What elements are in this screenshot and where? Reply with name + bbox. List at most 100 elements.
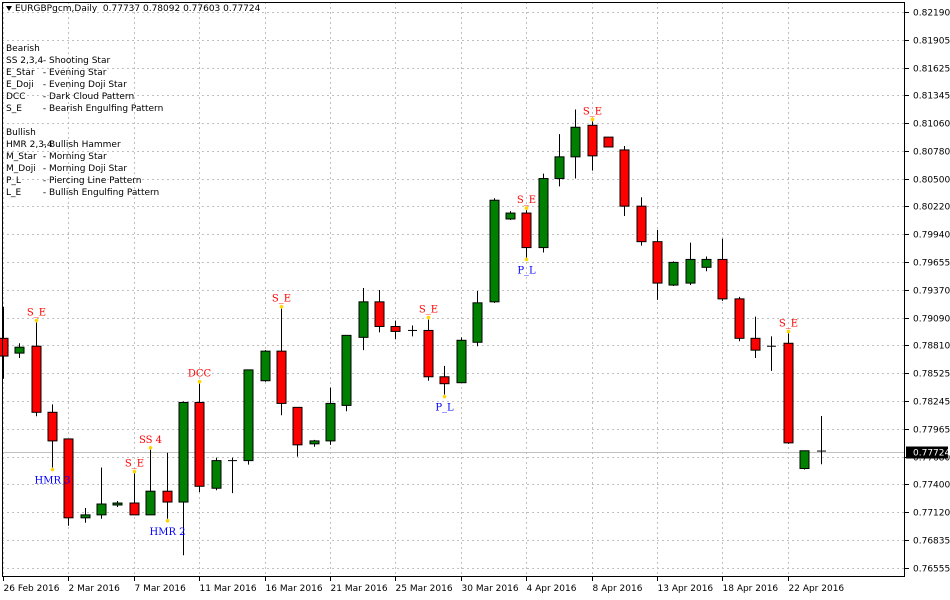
- candle-body-bear: [439, 376, 450, 385]
- legend-item: M_Star - Morning Star: [6, 151, 163, 163]
- candle: [96, 467, 107, 519]
- price-tick-label: 0.81345: [913, 92, 950, 102]
- price-tick-label: 0.76555: [913, 565, 950, 575]
- pattern-marker: [786, 329, 791, 334]
- legend-item: P_L - Piercing Line Pattern: [6, 175, 163, 187]
- candle: [799, 450, 810, 470]
- candle: [538, 173, 549, 253]
- candle: [489, 198, 500, 303]
- price-tick-label: 0.79940: [913, 231, 950, 241]
- pattern-annotation: P_L: [517, 257, 536, 276]
- legend-desc: - Piercing Line Pattern: [42, 176, 142, 186]
- price-tick-label: 0.77400: [913, 481, 950, 491]
- candle: [767, 336, 776, 371]
- candle-body-bull: [145, 490, 156, 516]
- candle: [260, 350, 271, 382]
- candle: [129, 473, 140, 516]
- grid-lines: [2, 2, 905, 577]
- pattern-annotation: S_E: [419, 305, 438, 320]
- candle: [309, 439, 320, 447]
- legend-code: S_E: [6, 104, 22, 114]
- candle-body-bear: [783, 342, 794, 444]
- legend-item: SS 2,3,4 - Shooting Star: [6, 55, 163, 67]
- candle-body-bear: [521, 212, 532, 249]
- pattern-annotation: S_E: [27, 308, 46, 323]
- pattern-annotation: DCC: [188, 369, 212, 384]
- price-tick-label: 0.81905: [913, 37, 950, 47]
- legend-desc: - Evening Doji Star: [42, 80, 127, 90]
- bullish-pattern-label: P_L: [435, 403, 454, 414]
- time-tick-label: 4 Apr 2016: [527, 584, 577, 594]
- candle: [0, 306, 9, 379]
- candle: [472, 290, 483, 347]
- candle: [505, 211, 516, 220]
- candle-body-bull: [685, 258, 696, 284]
- pattern-marker: [442, 394, 447, 399]
- price-tick-label: 0.77965: [913, 426, 950, 436]
- price-tick-label: 0.79090: [913, 315, 950, 325]
- pattern-annotations: S_E HMR 3 S_E SS 4 HMR 2 DCC S_E S_E P_L S_E P_L S_…: [27, 106, 798, 537]
- candle: [292, 406, 303, 457]
- dropdown-arrow-icon[interactable]: [6, 6, 12, 11]
- candle-body-bull: [112, 502, 123, 506]
- candle-body-bull: [538, 178, 549, 249]
- candle-body-bull: [243, 369, 254, 462]
- candle: [619, 145, 630, 217]
- legend-code: P_L: [6, 176, 21, 186]
- candle-body-bear: [0, 337, 9, 357]
- time-tick-label: 22 Apr 2016: [789, 584, 845, 594]
- candle: [358, 288, 369, 351]
- candle: [439, 365, 450, 395]
- legend-code: L_E: [6, 188, 22, 198]
- legend-desc: - Bearish Engulfing Pattern: [42, 104, 164, 114]
- legend-desc: - Bullish Hammer: [42, 140, 121, 150]
- time-tick-label: 11 Mar 2016: [200, 584, 257, 594]
- candle-body-bull: [14, 346, 25, 354]
- candle-body-bear: [276, 350, 287, 404]
- candle-body-bear: [374, 301, 385, 327]
- candle-body-bull: [358, 301, 369, 338]
- legend-code: SS 2,3,4: [6, 56, 44, 66]
- price-tick-label: 0.81060: [913, 120, 950, 130]
- candle-body-bear: [636, 205, 647, 243]
- candle: [685, 242, 696, 286]
- pattern-legend: Bearish SS 2,3,4 - Shooting Star E_Star …: [6, 43, 163, 199]
- pattern-marker: [34, 318, 39, 323]
- bearish-pattern-label: S_E: [125, 458, 144, 469]
- candle-body-bear: [587, 124, 598, 157]
- candle-body-bull: [570, 126, 581, 158]
- time-axis: 26 Feb 2016 2 Mar 2016 7 Mar 2016 11 Mar 20…: [3, 577, 845, 594]
- pattern-annotation: S_E: [272, 294, 291, 309]
- bullish-pattern-label: P_L: [517, 265, 536, 276]
- price-tick-label: 0.82190: [913, 9, 950, 19]
- bullish-pattern-label: HMR 2: [149, 527, 185, 538]
- candle-body-bull: [799, 450, 810, 470]
- candle-body-bear: [652, 241, 663, 284]
- pattern-marker: [197, 379, 202, 384]
- candle-body-bull: [96, 503, 107, 516]
- legend-item: S_E - Bearish Engulfing Pattern: [6, 103, 163, 115]
- price-tick-label: 0.80780: [913, 148, 950, 158]
- candle-body-bear: [603, 136, 614, 148]
- candle-body-bear: [750, 337, 761, 351]
- time-tick-label: 26 Feb 2016: [4, 584, 60, 594]
- time-tick-label: 7 Mar 2016: [135, 584, 187, 594]
- pattern-annotation: SS 4: [139, 435, 162, 450]
- pattern-marker: [279, 304, 284, 309]
- legend-code: E_Doji: [6, 80, 34, 90]
- legend-desc: - Evening Star: [42, 68, 107, 78]
- candle: [341, 334, 352, 412]
- time-tick-label: 13 Apr 2016: [658, 584, 714, 594]
- pattern-annotation: P_L: [435, 394, 454, 414]
- chart-header: EURGBPgcm,Daily 0.77737 0.78092 0.77603 …: [6, 4, 260, 14]
- bearish-pattern-label: S_E: [517, 195, 536, 206]
- candle: [228, 457, 237, 494]
- pattern-marker: [148, 445, 153, 450]
- candle: [31, 322, 42, 417]
- symbol-label: EURGBPgcm,Daily: [15, 4, 98, 14]
- candle-body-bear: [734, 298, 745, 339]
- candle: [14, 343, 25, 359]
- candle: [521, 210, 532, 258]
